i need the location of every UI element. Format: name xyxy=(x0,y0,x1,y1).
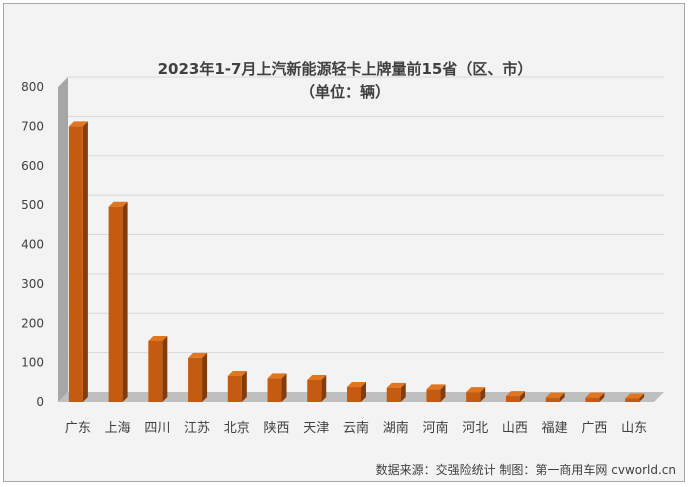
bar-side xyxy=(321,374,327,402)
bar xyxy=(108,206,123,402)
bar-top xyxy=(585,392,605,398)
x-tick-label: 广西 xyxy=(581,421,607,436)
bar-top xyxy=(307,374,327,380)
bar-side xyxy=(639,393,645,402)
y-tick-label: 100 xyxy=(21,356,44,370)
bar-top xyxy=(347,382,366,388)
bar-side xyxy=(202,352,208,402)
bar-top xyxy=(267,373,287,379)
bar-side xyxy=(440,384,446,402)
bar xyxy=(68,126,83,402)
bar xyxy=(386,387,401,402)
bar-side xyxy=(599,392,605,402)
bar-top xyxy=(188,352,208,358)
bar-top xyxy=(466,387,486,393)
chart-side-wall xyxy=(58,77,68,402)
bar-top xyxy=(68,121,88,127)
bar xyxy=(585,397,600,402)
bar-top xyxy=(227,371,247,377)
bar-top xyxy=(148,335,168,341)
x-tick-label: 山西 xyxy=(502,421,528,436)
x-tick-label: 江苏 xyxy=(184,420,210,436)
x-tick-label: 四川 xyxy=(144,421,170,436)
x-tick-label: 北京 xyxy=(224,421,250,436)
x-tick-label: 福建 xyxy=(542,421,568,436)
bar-top xyxy=(108,201,128,207)
y-tick-label: 400 xyxy=(21,238,44,252)
bar xyxy=(227,376,242,402)
bar-top xyxy=(505,391,525,397)
bar xyxy=(188,357,203,402)
bar xyxy=(466,392,481,402)
bar-side xyxy=(122,201,128,402)
bar-side xyxy=(400,382,406,402)
y-tick-label: 800 xyxy=(21,80,44,94)
bar-side xyxy=(162,335,168,402)
chart-subtitle: （单位：辆） xyxy=(299,83,390,101)
x-tick-label: 山东 xyxy=(621,421,647,436)
y-tick-label: 700 xyxy=(21,119,44,133)
bar xyxy=(307,379,322,402)
y-tick-label: 300 xyxy=(21,277,44,291)
bar xyxy=(148,340,163,402)
y-tick-label: 600 xyxy=(21,159,44,173)
bar-side xyxy=(241,371,247,402)
bar-side xyxy=(480,387,486,402)
bar xyxy=(505,396,520,402)
bar-side xyxy=(281,373,287,402)
x-tick-label: 河南 xyxy=(422,420,448,436)
bar-top xyxy=(545,392,565,398)
x-tick-label: 天津 xyxy=(303,421,329,436)
bar-top xyxy=(426,384,446,390)
bar xyxy=(545,397,560,402)
y-tick-label: 0 xyxy=(36,395,44,409)
bar xyxy=(347,387,361,402)
bar-top xyxy=(386,382,406,388)
bar-side xyxy=(361,382,366,402)
bar-side xyxy=(82,121,88,402)
y-tick-label: 500 xyxy=(21,198,44,212)
x-tick-label: 云南 xyxy=(343,420,369,436)
bar-side xyxy=(559,392,565,402)
x-tick-label: 广东 xyxy=(65,421,91,436)
bar xyxy=(625,398,640,402)
bar xyxy=(267,378,282,402)
bar xyxy=(426,389,441,402)
x-tick-label: 陕西 xyxy=(264,421,290,436)
x-tick-label: 湖南 xyxy=(383,420,409,436)
bar-side xyxy=(519,391,525,402)
chart-title: 2023年1-7月上汽新能源轻卡上牌量前15省（区、市） xyxy=(157,60,533,78)
y-tick-label: 200 xyxy=(21,316,44,330)
bar-top xyxy=(625,393,645,399)
x-tick-label: 上海 xyxy=(105,421,131,436)
source-note: 数据来源：交强险统计 制图：第一商用车网 cvworld.cn xyxy=(375,463,676,477)
x-tick-label: 河北 xyxy=(462,421,488,436)
